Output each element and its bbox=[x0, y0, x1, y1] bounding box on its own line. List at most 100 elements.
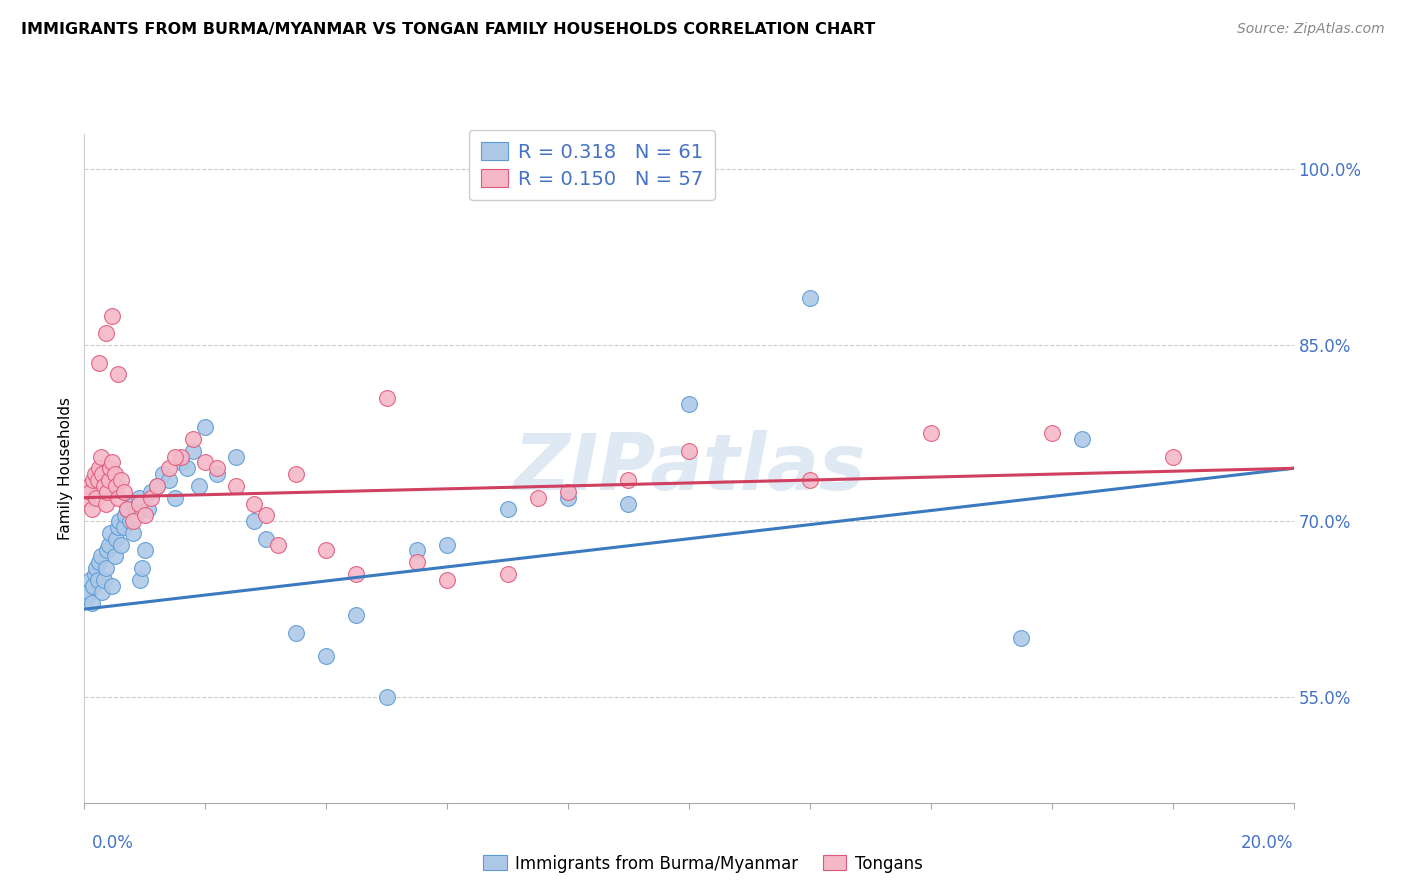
Point bbox=[86, 561, 108, 575]
Point bbox=[97, 538, 120, 552]
Point bbox=[225, 479, 247, 493]
Point bbox=[194, 420, 217, 434]
Point bbox=[86, 573, 108, 587]
Point bbox=[98, 525, 121, 540]
Point bbox=[112, 520, 135, 534]
Point bbox=[134, 543, 156, 558]
Point bbox=[254, 532, 277, 546]
Point bbox=[80, 502, 103, 516]
Point bbox=[134, 508, 156, 523]
Point bbox=[267, 538, 290, 552]
Point bbox=[496, 566, 519, 581]
Point bbox=[107, 368, 129, 382]
Point bbox=[527, 491, 550, 505]
Point bbox=[176, 461, 198, 475]
Point bbox=[1040, 426, 1063, 441]
Point bbox=[122, 496, 145, 510]
Point bbox=[97, 473, 120, 487]
Point bbox=[115, 502, 138, 516]
Point bbox=[89, 555, 111, 569]
Text: 20.0%: 20.0% bbox=[1241, 834, 1294, 852]
Point bbox=[146, 479, 169, 493]
Point bbox=[181, 443, 204, 458]
Point bbox=[284, 625, 308, 640]
Point bbox=[436, 538, 458, 552]
Point bbox=[94, 561, 117, 575]
Point bbox=[225, 450, 247, 464]
Point bbox=[557, 484, 579, 499]
Point bbox=[242, 514, 264, 528]
Point bbox=[617, 496, 640, 510]
Point bbox=[94, 496, 117, 510]
Point bbox=[139, 484, 162, 499]
Point bbox=[82, 579, 104, 593]
Point bbox=[114, 508, 136, 523]
Point bbox=[139, 491, 162, 505]
Point bbox=[98, 461, 121, 475]
Point bbox=[112, 484, 135, 499]
Point bbox=[375, 391, 398, 405]
Point bbox=[406, 555, 429, 569]
Point bbox=[77, 584, 100, 599]
Y-axis label: Family Households: Family Households bbox=[58, 397, 73, 540]
Point bbox=[82, 473, 104, 487]
Text: Source: ZipAtlas.com: Source: ZipAtlas.com bbox=[1237, 22, 1385, 37]
Point bbox=[194, 455, 217, 469]
Point bbox=[104, 532, 127, 546]
Legend: Immigrants from Burma/Myanmar, Tongans: Immigrants from Burma/Myanmar, Tongans bbox=[477, 848, 929, 880]
Point bbox=[94, 326, 117, 341]
Point bbox=[557, 491, 579, 505]
Point bbox=[121, 514, 143, 528]
Point bbox=[346, 607, 368, 622]
Point bbox=[91, 467, 114, 482]
Text: 0.0%: 0.0% bbox=[91, 834, 134, 852]
Point bbox=[157, 461, 180, 475]
Point bbox=[146, 479, 169, 493]
Point bbox=[118, 514, 141, 528]
Point bbox=[104, 479, 127, 493]
Point bbox=[121, 525, 143, 540]
Point bbox=[920, 426, 942, 441]
Point bbox=[242, 496, 264, 510]
Point bbox=[110, 473, 132, 487]
Point bbox=[125, 508, 148, 523]
Point bbox=[152, 467, 174, 482]
Text: ZIPatlas: ZIPatlas bbox=[513, 430, 865, 507]
Point bbox=[207, 461, 229, 475]
Point bbox=[165, 450, 187, 464]
Point bbox=[436, 573, 458, 587]
Point bbox=[129, 573, 152, 587]
Point bbox=[799, 473, 821, 487]
Point bbox=[165, 491, 187, 505]
Point bbox=[86, 473, 108, 487]
Point bbox=[375, 690, 398, 705]
Point bbox=[79, 484, 101, 499]
Point bbox=[188, 479, 211, 493]
Point bbox=[315, 543, 337, 558]
Point bbox=[107, 520, 129, 534]
Point bbox=[207, 467, 229, 482]
Point bbox=[100, 579, 122, 593]
Point bbox=[84, 566, 107, 581]
Point bbox=[406, 543, 429, 558]
Point bbox=[89, 461, 111, 475]
Point bbox=[131, 561, 153, 575]
Point bbox=[100, 455, 122, 469]
Point bbox=[128, 491, 150, 505]
Point bbox=[107, 491, 129, 505]
Point bbox=[1071, 432, 1094, 446]
Point bbox=[90, 549, 112, 564]
Point bbox=[90, 450, 112, 464]
Point bbox=[79, 573, 101, 587]
Point bbox=[170, 455, 193, 469]
Point bbox=[678, 443, 700, 458]
Point bbox=[1010, 632, 1032, 646]
Point bbox=[84, 467, 107, 482]
Point bbox=[93, 479, 115, 493]
Legend: R = 0.318   N = 61, R = 0.150   N = 57: R = 0.318 N = 61, R = 0.150 N = 57 bbox=[470, 130, 716, 200]
Point bbox=[77, 479, 100, 493]
Point bbox=[86, 491, 108, 505]
Point bbox=[89, 356, 111, 370]
Point bbox=[100, 309, 122, 323]
Point bbox=[104, 467, 127, 482]
